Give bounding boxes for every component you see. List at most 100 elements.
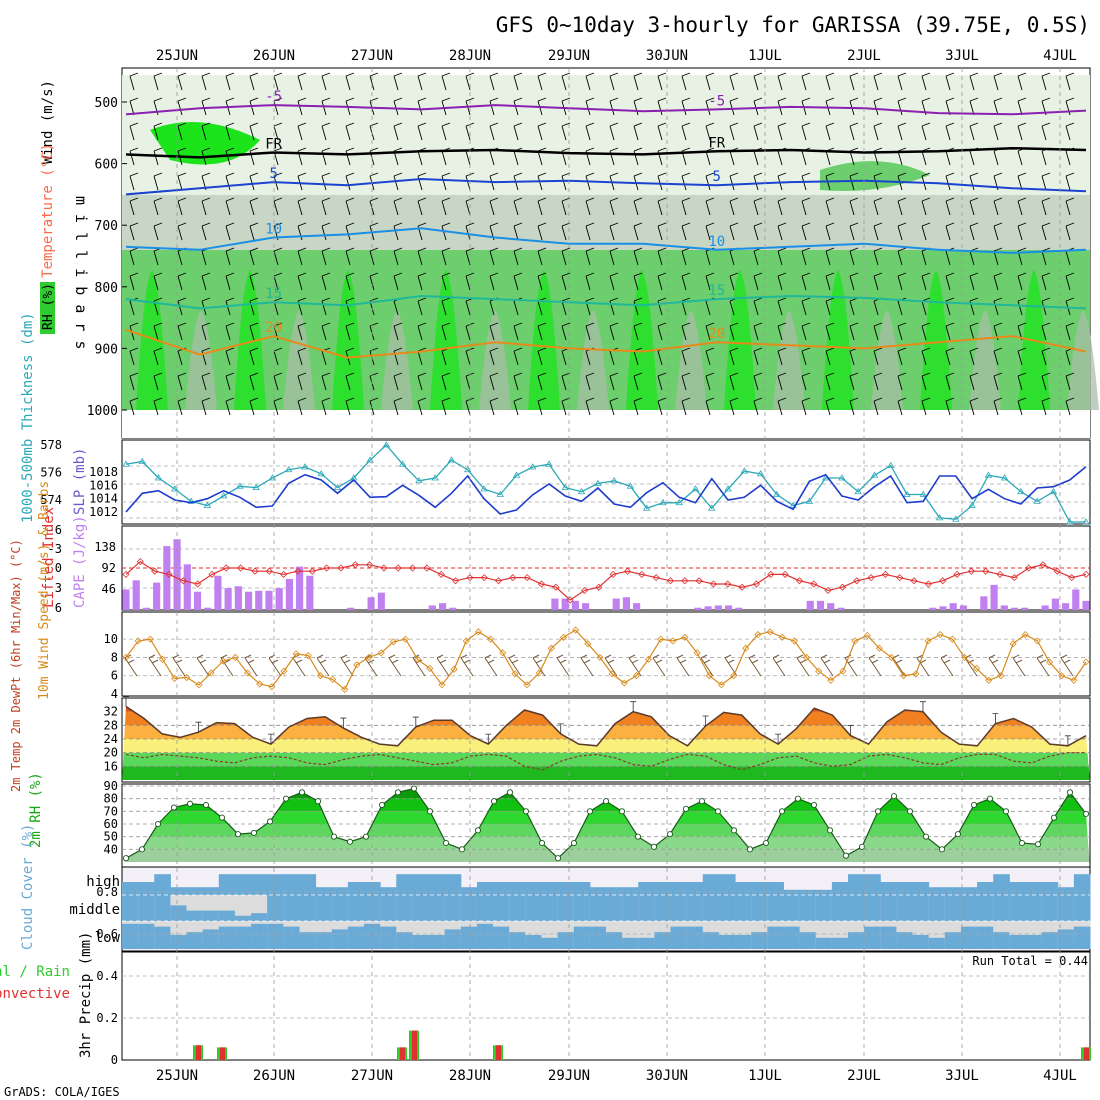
- cloud-cell-middle: [751, 895, 768, 921]
- upper-wind-barb: [513, 97, 523, 116]
- cloud-axis-label: Cloud Cover (%): [20, 824, 36, 950]
- rh-point: [970, 801, 978, 809]
- upper-wind-barb: [945, 197, 955, 216]
- upper-wind-barb: [777, 222, 787, 241]
- date-label-top: 29JUN: [548, 48, 590, 64]
- upper-wind-barb: [681, 122, 691, 141]
- upper-wind-barb: [345, 122, 355, 141]
- thickness-point: [610, 476, 618, 484]
- wind-speed-point: [207, 669, 215, 677]
- thickness-point: [398, 460, 407, 467]
- upper-wind-barb: [321, 97, 331, 116]
- upper-wind-barb: [801, 222, 811, 241]
- cloud-cell-low: [589, 926, 607, 949]
- upper-wind-barb: [441, 322, 451, 341]
- cloud-cell-middle: [122, 895, 139, 921]
- cloud-cell-low: [380, 926, 397, 949]
- thickness-point: [838, 474, 846, 481]
- cloud-cell-high: [589, 887, 607, 895]
- cloud-cell-high: [606, 887, 623, 895]
- upper-wind-barb: [1041, 122, 1051, 141]
- axis-tick-label: 90: [104, 779, 118, 793]
- upper-wind-barb: [537, 347, 547, 366]
- cape-bar: [949, 603, 957, 610]
- cape-bar: [296, 566, 304, 610]
- cloud-cell-middle: [315, 895, 333, 921]
- li-point: [824, 586, 832, 594]
- pressure-tick-label: 1000: [87, 404, 118, 419]
- thickness-point: [463, 465, 472, 473]
- upper-wind-barb: [297, 97, 307, 116]
- axis-tick-label: 0: [111, 1053, 118, 1067]
- upper-wind-barb: [729, 72, 739, 91]
- upper-wind-barb: [273, 297, 283, 316]
- temp-range-whisker: [919, 701, 926, 712]
- contour-minus5: [125, 104, 1087, 116]
- li-point: [1082, 570, 1090, 578]
- upper-wind-barb: [1041, 172, 1051, 191]
- thickness-point: [659, 498, 667, 506]
- upper-wind-barb: [177, 322, 187, 341]
- upper-wind-barb: [1017, 397, 1027, 416]
- surface-wind-barb: [676, 654, 690, 677]
- upper-wind-barb: [345, 197, 355, 216]
- cloud-cell-middle: [799, 895, 817, 921]
- li-point: [1039, 561, 1047, 569]
- upper-wind-barb: [801, 247, 811, 266]
- upper-wind-barb: [633, 397, 643, 416]
- thickness-point: [984, 471, 993, 478]
- upper-wind-barb: [153, 372, 163, 391]
- date-label-bottom: 27JUN: [351, 1068, 393, 1084]
- cape-bar: [816, 600, 825, 610]
- cloud-cell-high: [493, 882, 510, 895]
- cloud-cell-middle: [1073, 895, 1091, 921]
- axis-tick-label: 0.6: [96, 927, 118, 941]
- cape-bar: [1000, 605, 1008, 610]
- upper-wind-barb: [873, 247, 883, 266]
- upper-wind-barb: [297, 72, 307, 91]
- cloud-cell-middle: [960, 895, 978, 921]
- wind-speed-point: [365, 653, 373, 661]
- pressure-tick-label: 700: [95, 219, 118, 234]
- thickness-point: [903, 490, 911, 497]
- wind-speed-point: [632, 672, 640, 680]
- wind-speed-point: [863, 631, 871, 640]
- axis-tick-label: 60: [104, 817, 118, 831]
- axis-tick-label: 24: [104, 732, 118, 746]
- upper-wind-barb: [873, 172, 883, 191]
- li-point: [409, 564, 417, 572]
- upper-wind-barb: [945, 347, 955, 366]
- upper-wind-barb: [249, 122, 259, 141]
- upper-wind-barb: [609, 247, 619, 266]
- upper-wind-barb: [1065, 72, 1075, 91]
- thickness-point: [642, 504, 651, 511]
- li-point: [323, 564, 331, 572]
- li-point: [151, 567, 159, 575]
- cloud-cell-low: [718, 935, 736, 949]
- cape-bar: [694, 607, 702, 610]
- date-gridlines: [176, 68, 1061, 1060]
- li-point: [165, 570, 173, 578]
- rh-lobe: [234, 270, 266, 410]
- rh-point: [266, 818, 274, 825]
- upper-wind-barb: [177, 122, 187, 141]
- upper-wind-barb: [465, 97, 475, 116]
- cloud-cell-middle: [880, 895, 897, 921]
- upper-wind-barb: [825, 347, 835, 366]
- upper-wind-barb: [993, 372, 1003, 391]
- upper-wind-barb: [777, 297, 787, 316]
- upper-wind-barb: [297, 122, 307, 141]
- upper-wind-barb: [129, 72, 139, 91]
- li-point: [867, 574, 875, 582]
- thickness-point: [1000, 474, 1009, 481]
- upper-wind-barb: [393, 247, 403, 266]
- upper-wind-barb: [273, 247, 283, 266]
- wind-speed-point: [669, 637, 677, 645]
- cloud-cell-high: [202, 887, 220, 895]
- upper-wind-barb: [825, 122, 835, 141]
- date-label-bottom: 4JUL: [1043, 1068, 1077, 1084]
- upper-wind-barb: [441, 372, 451, 391]
- temp2m-axis-label: 2m Temp 2m DewPt (6hr Min/Max) (°C): [9, 539, 23, 792]
- upper-wind-barb: [537, 197, 547, 216]
- rh-point: [730, 827, 738, 834]
